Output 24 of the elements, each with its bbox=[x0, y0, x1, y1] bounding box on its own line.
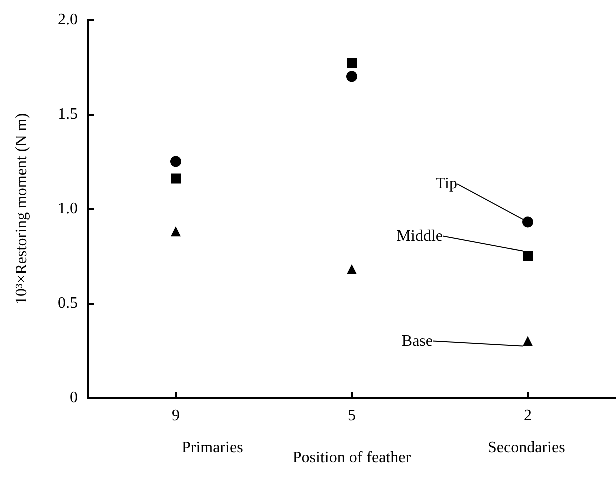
point bbox=[522, 216, 534, 228]
y-tick-label: 0.5 bbox=[58, 295, 78, 312]
point bbox=[523, 251, 533, 262]
point bbox=[171, 226, 181, 237]
point bbox=[523, 336, 533, 346]
y-axis-title: 10³×Restoring moment (N m) bbox=[14, 113, 30, 305]
x-tick-label: 2 bbox=[524, 408, 532, 424]
point bbox=[347, 264, 357, 274]
text: Tip bbox=[436, 176, 458, 193]
y-tick-label: 2.0 bbox=[58, 12, 78, 28]
point bbox=[171, 174, 181, 184]
x-tick-label: 9 bbox=[172, 408, 180, 424]
point bbox=[346, 71, 358, 82]
y-tick-label: 1.5 bbox=[58, 106, 78, 123]
point bbox=[347, 58, 357, 68]
y-tick-label: 1.0 bbox=[58, 200, 78, 218]
x-axis-title: Position of feather bbox=[292, 450, 412, 466]
point bbox=[170, 156, 182, 168]
text: Secondaries bbox=[488, 440, 566, 456]
text: Primaries bbox=[182, 440, 244, 456]
text: Base bbox=[402, 332, 433, 350]
x-tick-label: 5 bbox=[348, 408, 356, 424]
text: 0 bbox=[70, 390, 78, 406]
legend-label: Middle bbox=[396, 228, 443, 245]
